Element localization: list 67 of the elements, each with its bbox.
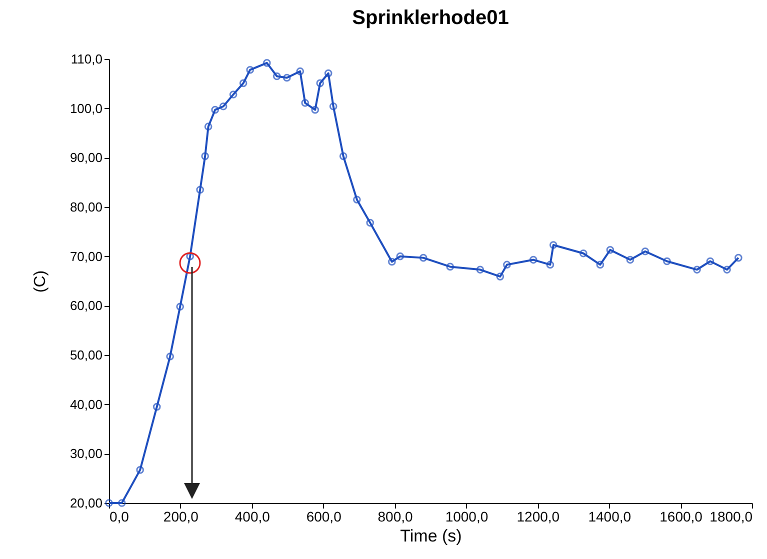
point [693, 266, 701, 274]
point [663, 257, 671, 266]
point [366, 218, 374, 227]
point [626, 256, 634, 264]
point [118, 499, 126, 507]
x-tick-label: 800,0 [378, 508, 413, 524]
point [549, 241, 558, 249]
point [339, 152, 348, 160]
point [324, 69, 332, 78]
x-tick-label: 0,0 [110, 508, 130, 524]
y-tick-label: 100,0 [70, 100, 102, 116]
point [272, 72, 281, 80]
x-tick-label: 1600,0 [660, 508, 703, 524]
x-tick-label: 200,0 [163, 508, 199, 524]
point [529, 256, 538, 264]
y-tick-label: 60,00 [70, 298, 102, 314]
point [301, 99, 310, 107]
x-tick-label: 1400,0 [588, 508, 632, 524]
point [219, 102, 228, 110]
point [136, 466, 144, 474]
y-tick-label: 50,00 [70, 348, 102, 362]
x-tick-label: 600,0 [306, 508, 342, 524]
point [446, 262, 454, 271]
y-tick-label: 110,0 [70, 52, 102, 66]
point [706, 257, 714, 266]
x-axis-title: Time (s) [400, 526, 462, 546]
point [311, 106, 320, 114]
point [503, 260, 511, 269]
chart-title: Sprinklerhode01 [352, 7, 509, 29]
point [496, 272, 504, 280]
point [388, 258, 396, 266]
point [723, 266, 731, 274]
point [211, 106, 220, 114]
point [282, 74, 291, 82]
point [579, 249, 588, 258]
y-tick-label: 90,00 [70, 150, 102, 166]
point [476, 266, 484, 274]
point [262, 59, 271, 67]
point [316, 79, 324, 88]
x-tick-label: 1000,0 [445, 508, 488, 524]
point [296, 67, 304, 76]
point [353, 196, 361, 204]
point [419, 254, 428, 262]
y-tick-label: 80,00 [70, 200, 102, 214]
point [596, 260, 604, 269]
point [204, 122, 212, 130]
x-tick-label: 1800,0 [710, 508, 753, 524]
point [606, 246, 614, 254]
y-axis-title: (C) [32, 270, 49, 293]
point [201, 152, 210, 160]
point [176, 302, 184, 311]
y-tick-label: 70,00 [70, 248, 102, 264]
y-tick-label: 30,00 [70, 446, 102, 462]
point [239, 79, 248, 88]
point [246, 66, 254, 74]
point [152, 402, 161, 411]
point [229, 90, 238, 98]
point [196, 186, 204, 194]
x-tick-label: 400,0 [234, 508, 270, 524]
point [396, 252, 404, 260]
point [546, 260, 554, 269]
y-tick-label: 40,00 [70, 396, 102, 412]
point [641, 247, 650, 256]
y-tick-label: 20,00 [70, 496, 102, 510]
point [166, 352, 174, 360]
point [329, 102, 338, 110]
x-tick-label: 1200,0 [516, 508, 560, 524]
